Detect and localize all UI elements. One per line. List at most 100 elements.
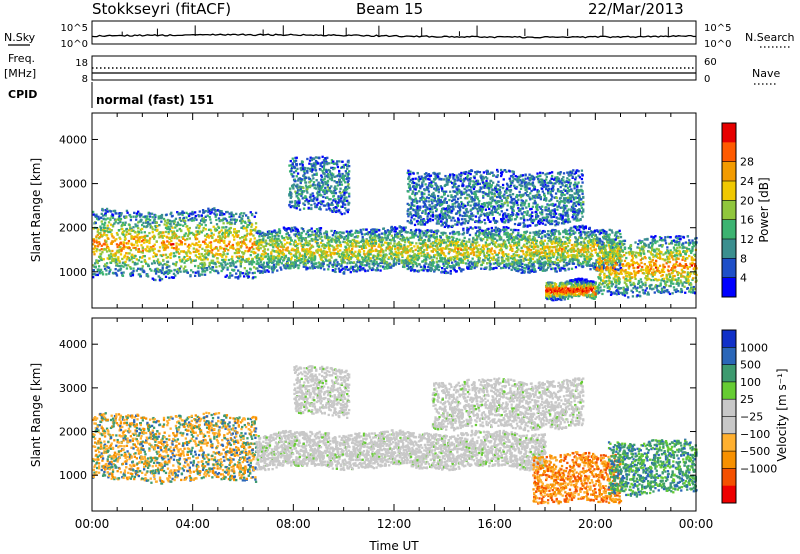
data-cell — [423, 234, 425, 236]
data-cell — [228, 216, 230, 218]
data-cell — [240, 265, 242, 267]
data-cell — [575, 250, 577, 252]
data-cell — [288, 234, 290, 236]
data-cell — [236, 219, 238, 221]
data-cell — [391, 257, 393, 259]
data-cell — [282, 248, 284, 250]
data-cell — [338, 263, 340, 265]
data-cell — [258, 243, 260, 245]
data-cell — [576, 256, 578, 258]
data-cell — [397, 254, 399, 256]
data-cell — [250, 238, 252, 240]
data-cell — [565, 233, 567, 235]
data-cell — [232, 215, 234, 217]
data-cell — [544, 240, 546, 242]
data-cell — [512, 231, 514, 233]
data-cell — [287, 237, 289, 239]
data-cell — [207, 208, 209, 210]
data-cell — [364, 245, 366, 247]
data-cell — [351, 251, 353, 253]
data-cell — [505, 226, 507, 228]
data-cell — [155, 272, 157, 274]
data-cell — [244, 222, 246, 224]
data-cell — [358, 231, 360, 233]
data-cell — [534, 261, 536, 263]
data-cell — [346, 262, 348, 264]
data-cell — [271, 233, 273, 235]
data-cell — [109, 269, 111, 271]
data-cell — [142, 249, 144, 251]
data-cell — [301, 232, 303, 234]
data-cell — [167, 261, 169, 263]
data-cell — [519, 238, 521, 240]
data-cell — [292, 229, 294, 231]
data-cell — [159, 277, 161, 279]
data-cell — [260, 261, 262, 263]
data-cell — [121, 228, 123, 230]
data-cell — [578, 264, 580, 266]
data-cell — [420, 237, 422, 239]
data-cell — [563, 247, 565, 249]
data-cell — [377, 254, 379, 256]
data-cell — [116, 243, 118, 245]
data-cell — [279, 266, 281, 268]
data-cell — [317, 242, 319, 244]
data-cell — [289, 267, 291, 269]
data-cell — [142, 251, 144, 253]
data-cell — [128, 224, 130, 226]
data-cell — [411, 259, 413, 261]
data-cell — [396, 252, 398, 254]
data-cell — [392, 245, 394, 247]
data-cell — [344, 236, 346, 238]
data-cell — [555, 230, 557, 232]
data-cell — [478, 260, 480, 262]
data-cell — [456, 238, 458, 240]
data-cell — [339, 249, 341, 251]
data-cell — [100, 217, 102, 219]
data-cell — [393, 238, 395, 240]
data-cell — [354, 251, 356, 253]
data-cell — [352, 243, 354, 245]
data-cell — [300, 235, 302, 237]
data-cell — [175, 261, 177, 263]
data-cell — [243, 275, 245, 277]
data-cell — [359, 251, 361, 253]
data-cell — [398, 263, 400, 265]
data-cell — [358, 242, 360, 244]
data-cell — [222, 236, 224, 238]
data-cell — [497, 259, 499, 261]
data-cell — [568, 255, 570, 257]
data-cell — [158, 215, 160, 217]
data-cell — [422, 251, 424, 253]
data-cell — [221, 259, 223, 261]
data-cell — [221, 212, 223, 214]
data-cell — [586, 253, 588, 255]
data-cell — [201, 223, 203, 225]
data-cell — [220, 247, 222, 249]
data-cell — [215, 219, 217, 221]
data-cell — [556, 256, 558, 258]
data-cell — [360, 245, 362, 247]
data-cell — [492, 240, 494, 242]
data-cell — [600, 232, 602, 234]
data-cell — [322, 253, 324, 255]
data-cell — [143, 242, 145, 244]
data-cell — [250, 230, 252, 232]
data-cell — [338, 267, 340, 269]
data-cell — [189, 232, 191, 234]
data-cell — [571, 244, 573, 246]
data-cell — [297, 247, 299, 249]
data-cell — [201, 259, 203, 261]
data-cell — [487, 228, 489, 230]
data-cell — [420, 266, 422, 268]
data-cell — [544, 231, 546, 233]
data-cell — [165, 276, 167, 278]
data-cell — [401, 254, 403, 256]
data-cell — [252, 272, 254, 274]
data-cell — [205, 224, 207, 226]
data-cell — [97, 274, 99, 276]
data-cell — [311, 261, 313, 263]
data-cell — [327, 254, 329, 256]
data-cell — [238, 250, 240, 252]
data-cell — [536, 240, 538, 242]
